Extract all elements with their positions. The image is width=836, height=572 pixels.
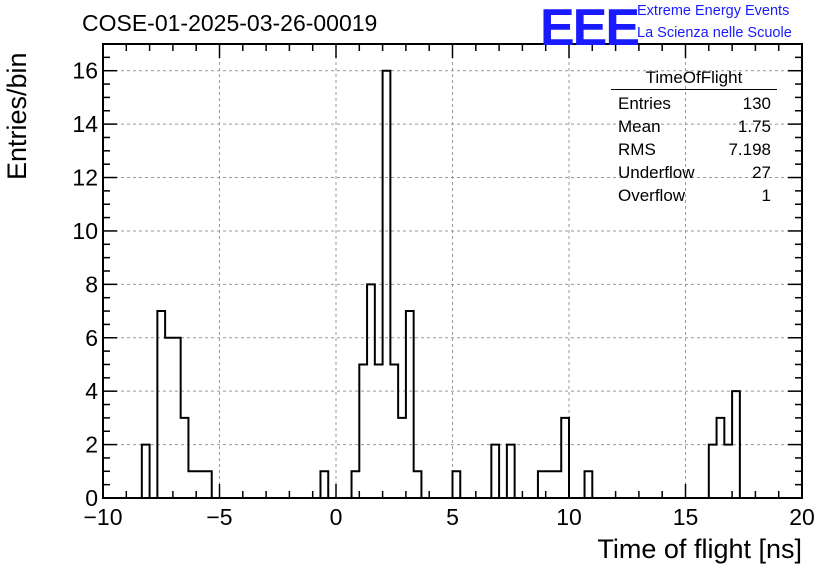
stats-label: Overflow (618, 186, 686, 205)
stats-label: Entries (618, 94, 671, 113)
y-tick-label: 6 (85, 325, 98, 351)
histogram-bin (406, 311, 414, 498)
y-tick-label: 4 (85, 378, 98, 404)
histogram-bin (561, 418, 569, 498)
x-tick-label: −5 (206, 504, 232, 530)
y-tick-label: 8 (85, 271, 98, 297)
histogram-bin (375, 364, 383, 498)
stats-row-overflow: Overflow 1 (611, 184, 777, 207)
histogram-bin (585, 471, 593, 498)
y-tick-label: 10 (72, 218, 98, 244)
stats-label: RMS (618, 140, 656, 159)
stats-label: Underflow (618, 163, 695, 182)
x-tick-label: 0 (330, 504, 343, 530)
x-tick-label: 20 (789, 504, 815, 530)
histogram-bin (709, 445, 717, 498)
stats-row-entries: Entries 130 (611, 92, 777, 115)
histogram-bin (181, 418, 189, 498)
stats-label: Mean (618, 117, 661, 136)
histogram-bin (352, 471, 360, 498)
histogram-bin (398, 418, 406, 498)
logo-line-2: La Scienza nelle Scuole (637, 25, 792, 41)
stats-row-mean: Mean 1.75 (611, 115, 777, 138)
stats-value: 7.198 (728, 140, 771, 159)
stats-value: 1 (761, 186, 771, 205)
histogram-bin (173, 338, 181, 498)
x-tick-label: 5 (446, 504, 459, 530)
eee-logo: EEE (540, 0, 640, 57)
histogram-bin (165, 338, 173, 498)
stats-title: TimeOfFlight (611, 68, 777, 90)
histogram-bin (390, 364, 398, 498)
y-tick-label: 14 (72, 111, 98, 137)
stats-box: TimeOfFlight Entries 130 Mean 1.75 RMS 7… (611, 68, 777, 207)
histogram-bin (538, 471, 546, 498)
stats-row-rms: RMS 7.198 (611, 138, 777, 161)
histogram-bin (196, 471, 204, 498)
histogram-bin (157, 311, 165, 498)
y-axis-label: Entries/bin (2, 52, 32, 180)
stats-value: 130 (742, 94, 771, 113)
histogram-bin (553, 471, 561, 498)
logo-line-1: Extreme Energy Events (637, 3, 790, 19)
y-tick-label: 2 (85, 432, 98, 458)
histogram-bin (359, 364, 367, 498)
histogram-bin (546, 471, 554, 498)
histogram-bin (717, 418, 725, 498)
y-tick-label: 16 (72, 58, 98, 84)
histogram-bin (724, 445, 732, 498)
histogram-bin (414, 471, 422, 498)
histogram-bin (507, 445, 515, 498)
plot-frame (102, 43, 803, 499)
histogram-bin (142, 445, 150, 498)
y-tick-label: 0 (85, 485, 98, 511)
histogram-bin (453, 471, 461, 498)
histogram-bin (188, 471, 196, 498)
y-tick-label: 12 (72, 165, 98, 191)
histogram-bin (491, 445, 499, 498)
x-tick-label: 15 (673, 504, 699, 530)
tick-labels: −10 −5 0 5 10 15 20 0 2 4 6 8 10 12 14 16 (72, 58, 814, 530)
x-tick-label: −10 (83, 504, 122, 530)
x-axis-label: Time of flight [ns] (597, 534, 802, 564)
histogram-bin (204, 471, 212, 498)
x-tick-label: 10 (556, 504, 582, 530)
stats-row-underflow: Underflow 27 (611, 161, 777, 184)
histogram-outline (140, 69, 741, 498)
stats-value: 1.75 (737, 117, 771, 136)
histogram-bin (320, 471, 328, 498)
stats-value: 27 (752, 163, 771, 182)
chart-title: COSE-01-2025-03-26-00019 (82, 10, 378, 36)
